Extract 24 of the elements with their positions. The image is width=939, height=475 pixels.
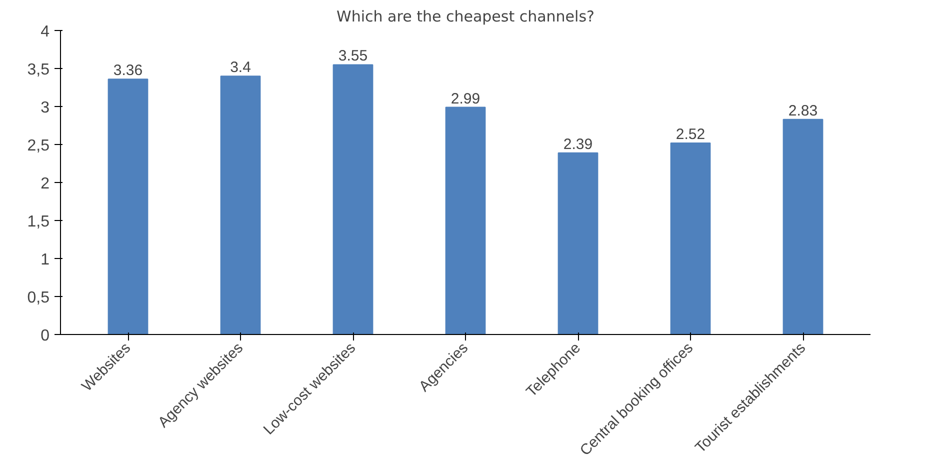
y-tick-label: 4 (40, 24, 50, 40)
bar (782, 118, 824, 334)
chart-title: Which are the cheapest channels? (336, 8, 594, 26)
bar (220, 76, 261, 334)
bar (108, 78, 148, 334)
y-tick-label: 1 (40, 252, 50, 268)
y-tick-label: 3 (40, 100, 50, 116)
data-label: 3.36 (113, 62, 143, 80)
data-label: 2.83 (788, 102, 818, 120)
y-tick-label: 1,5 (27, 214, 50, 230)
y-tick-label: 0,5 (27, 290, 50, 306)
y-tick-label: 2 (40, 176, 50, 192)
data-label: 2.39 (563, 136, 593, 153)
bar (332, 64, 374, 334)
data-label: 3.4 (230, 59, 251, 76)
y-tick-label: 3,5 (27, 62, 50, 78)
data-label: 2.99 (450, 90, 480, 108)
y-tick-label: 2,5 (27, 138, 50, 154)
bar (670, 142, 711, 334)
data-label: 3.55 (338, 48, 368, 65)
bar (445, 106, 486, 334)
data-label: 2.52 (676, 126, 706, 143)
y-tick-label: 0 (40, 328, 50, 344)
bar (558, 152, 598, 334)
